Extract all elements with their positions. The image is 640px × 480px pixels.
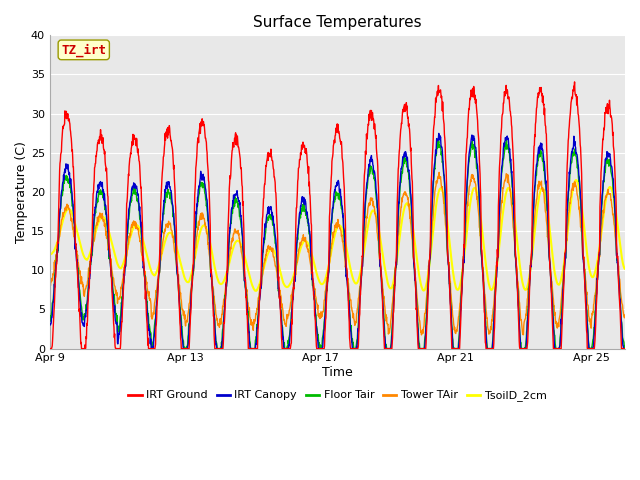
Legend: IRT Ground, IRT Canopy, Floor Tair, Tower TAir, TsoilD_2cm: IRT Ground, IRT Canopy, Floor Tair, Towe…	[124, 386, 551, 406]
Text: TZ_irt: TZ_irt	[61, 43, 106, 57]
Y-axis label: Temperature (C): Temperature (C)	[15, 141, 28, 243]
Title: Surface Temperatures: Surface Temperatures	[253, 15, 422, 30]
X-axis label: Time: Time	[322, 366, 353, 379]
